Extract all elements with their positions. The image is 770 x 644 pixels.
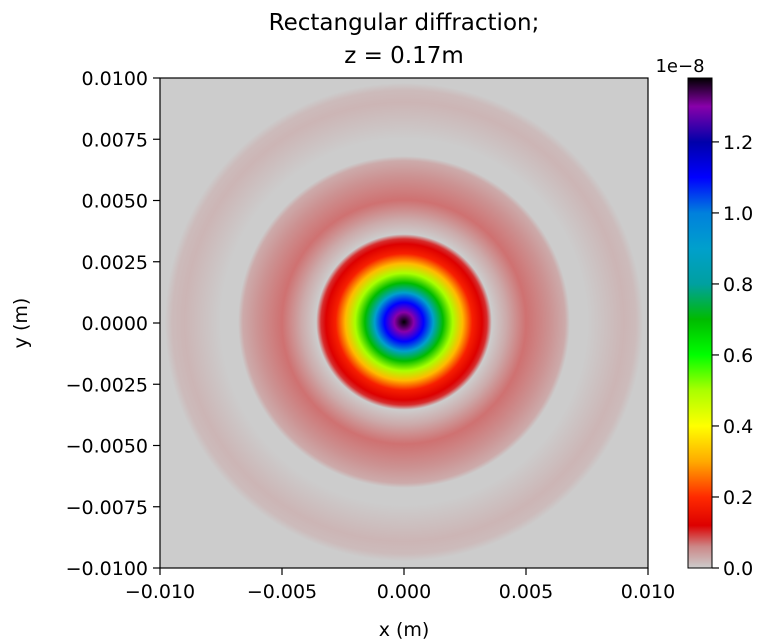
colorbar-offset-label: 1e−8 bbox=[655, 56, 704, 77]
x-tick-label: −0.005 bbox=[247, 581, 317, 603]
colorbar bbox=[687, 77, 713, 569]
y-axis-label: y (m) bbox=[10, 298, 32, 349]
y-tick-label: −0.0025 bbox=[66, 374, 148, 396]
colorbar-tick-label: 1.2 bbox=[723, 132, 753, 154]
colorbar-ticks: 0.0 0.2 0.4 0.6 0.8 1.0 1.2 bbox=[712, 132, 753, 580]
x-tick-label: 0.010 bbox=[621, 581, 675, 603]
y-tick-label: −0.0050 bbox=[66, 436, 148, 458]
colorbar-tick-label: 0.6 bbox=[723, 345, 753, 367]
y-axis-ticks: 0.0100 0.0075 0.0050 0.0025 0.0000 −0.0025 −0.… bbox=[66, 68, 160, 580]
y-tick-label: 0.0025 bbox=[82, 252, 148, 274]
x-tick-label: 0.000 bbox=[377, 581, 431, 603]
colorbar-tick-label: 0.0 bbox=[723, 558, 753, 580]
chart-title-line1: Rectangular diffraction; bbox=[269, 10, 540, 36]
x-tick-label: 0.005 bbox=[499, 581, 553, 603]
y-tick-label: 0.0000 bbox=[82, 313, 148, 335]
y-tick-label: 0.0075 bbox=[82, 129, 148, 151]
colorbar-tick-label: 1.0 bbox=[723, 203, 753, 225]
colorbar-tick-label: 0.2 bbox=[723, 487, 753, 509]
y-tick-label: 0.0100 bbox=[82, 68, 148, 90]
heatmap-pattern bbox=[164, 82, 644, 562]
x-axis-label: x (m) bbox=[379, 619, 430, 641]
y-tick-label: −0.0100 bbox=[66, 558, 148, 580]
colorbar-tick-label: 0.4 bbox=[723, 416, 753, 438]
colorbar-tick-label: 0.8 bbox=[723, 274, 753, 296]
x-axis-ticks: −0.010 −0.005 0.000 0.005 0.010 bbox=[125, 568, 675, 603]
y-tick-label: 0.0050 bbox=[82, 191, 148, 213]
y-tick-label: −0.0075 bbox=[66, 497, 148, 519]
x-tick-label: −0.010 bbox=[125, 581, 195, 603]
chart-title-line2: z = 0.17m bbox=[344, 43, 464, 69]
